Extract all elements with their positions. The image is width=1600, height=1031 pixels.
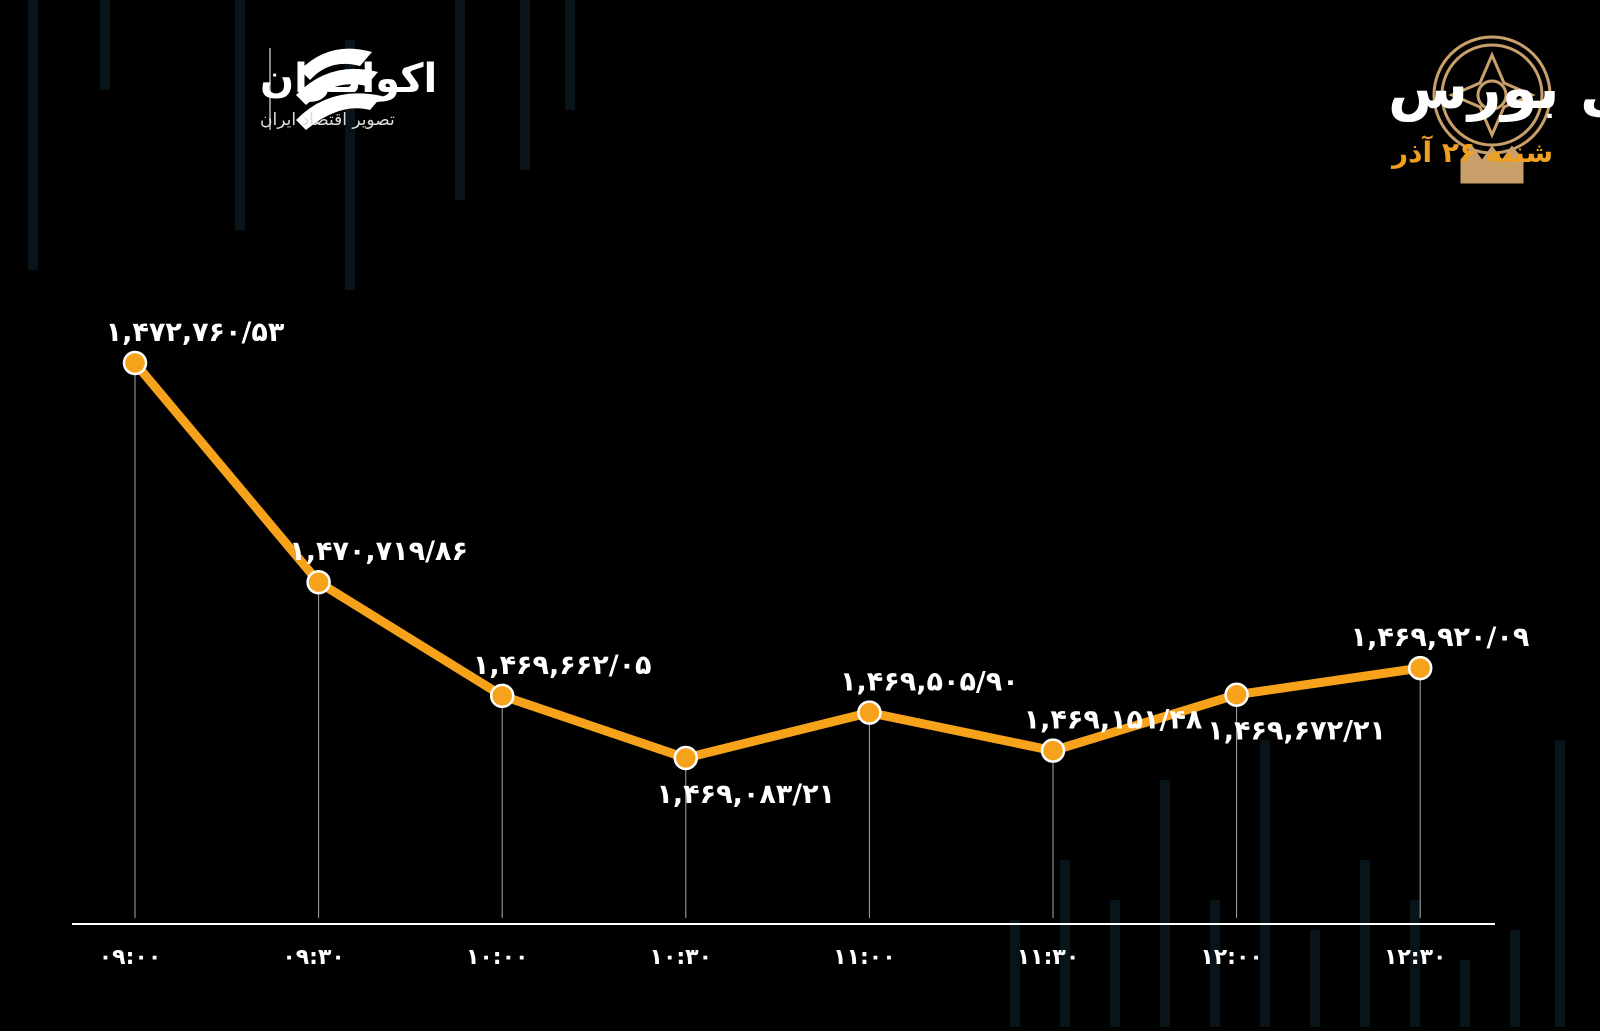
point: [1407, 655, 1433, 681]
x-tick-label: ۱۲:۰۰: [1200, 945, 1263, 970]
value-label: ۱,۴۶۹,۰۸۳/۲۱: [656, 779, 835, 810]
value-label: ۱,۴۶۹,۵۰۵/۹۰: [840, 667, 1019, 698]
emblem: [1432, 35, 1552, 184]
brand-name: اکوایـران: [260, 56, 437, 102]
point: [489, 683, 515, 709]
point: [122, 350, 148, 376]
brand-logo: [269, 48, 382, 130]
series-line: [131, 360, 1421, 763]
point: [306, 569, 331, 595]
value-label: ۱,۴۶۹,۶۶۲/۰۵: [473, 650, 652, 681]
x-tick-label: ۱۱:۰۰: [833, 945, 896, 970]
x-tick-label: ۱۰:۳۰: [650, 945, 713, 970]
point: [1040, 738, 1066, 763]
value-label: ۱,۴۶۹,۶۷۲/۲۱: [1207, 716, 1386, 747]
x-tick-label: ۱۲:۳۰: [1384, 945, 1447, 970]
point: [673, 745, 699, 771]
x-tick-label: ۰۹:۰۰: [99, 945, 162, 970]
value-label: ۱,۴۶۹,۱۵۱/۴۸: [1024, 705, 1203, 736]
x-tick-label: ۰۹:۳۰: [282, 945, 345, 970]
value-label: ۱,۴۷۰,۷۱۹/۸۶: [289, 536, 468, 567]
value-label: ۱,۴۷۲,۷۶۰/۵۳: [106, 317, 285, 348]
value-label: ۱,۴۶۹,۹۲۰/۰۹: [1351, 622, 1530, 653]
point: [1224, 682, 1249, 707]
chart-title: روند شاخص کل بورس: [1388, 54, 1600, 123]
point: [857, 700, 882, 725]
x-tick-label: ۱۰:۰۰: [466, 945, 529, 970]
x-tick-label: ۱۱:۳۰: [1017, 945, 1080, 970]
brand-tagline: تصویر اقتصاد ایران: [260, 110, 395, 130]
decor-bars: [28, 0, 1565, 1027]
chart-subtitle: شنبه ۲۶ آذر: [1390, 135, 1553, 169]
